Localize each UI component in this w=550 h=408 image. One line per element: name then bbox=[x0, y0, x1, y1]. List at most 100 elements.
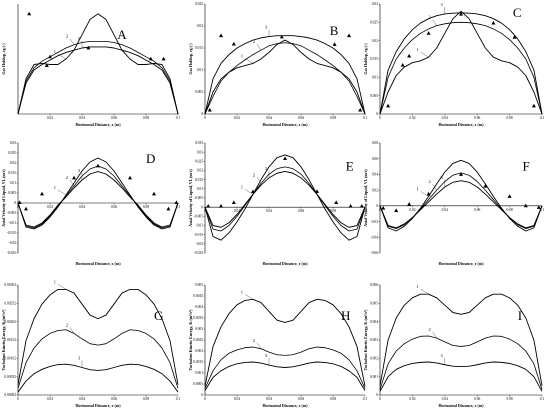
x-tick-label: 0.08 bbox=[506, 397, 512, 401]
y-tick-label: 0.015 bbox=[8, 171, 16, 175]
x-tick-label: 0.02 bbox=[47, 116, 53, 120]
curve-leader bbox=[69, 38, 75, 45]
x-tick-label: 0.02 bbox=[409, 397, 415, 401]
panel-label: E bbox=[346, 159, 354, 174]
data-point bbox=[381, 206, 386, 210]
curve-leader bbox=[420, 52, 429, 58]
data-point bbox=[96, 163, 100, 168]
series-line-2 bbox=[17, 165, 179, 229]
x-tick-label: 0.06 bbox=[298, 209, 304, 213]
curve-label-1: 1 bbox=[416, 47, 418, 52]
x-tick-label: 0 bbox=[204, 397, 206, 401]
y-tick-label: 0.005 bbox=[8, 191, 16, 195]
series-line-1 bbox=[17, 157, 179, 230]
x-tick-label: 0.06 bbox=[111, 205, 117, 209]
panel-b: 0 0.005 0.01 0.015 0.02 0.025 0 0.02 0.04 0.06 0.0… bbox=[188, 2, 367, 127]
x-tick-label: 0.1 bbox=[176, 397, 181, 401]
y-tick-label: 0.0015 bbox=[193, 360, 203, 364]
data-point bbox=[231, 200, 236, 204]
x-tick-label: 0.02 bbox=[234, 116, 240, 120]
y-tick-label: -0.025 bbox=[7, 251, 16, 255]
y-tick-label: 0.01 bbox=[372, 76, 378, 80]
series-line-3 bbox=[204, 170, 366, 228]
y-tick-label: 0.001 bbox=[195, 371, 203, 375]
y-tick-label: 0.00252 bbox=[4, 302, 16, 306]
x-tick-label: 0 bbox=[17, 205, 19, 209]
x-tick-label: 0.02 bbox=[409, 116, 415, 120]
data-point bbox=[523, 203, 528, 208]
panel-g: 0.00002 0.00052 0.00102 0.00152 0.00202 0.002… bbox=[1, 279, 180, 408]
x-axis-title: Horizontal Distance, x (m) bbox=[262, 122, 308, 127]
data-point bbox=[44, 63, 49, 67]
data-point bbox=[507, 194, 512, 198]
series-line-2 bbox=[17, 329, 179, 389]
data-point bbox=[334, 200, 339, 204]
x-tick-label: 0.04 bbox=[442, 208, 448, 212]
y-axis-title: Turbulent Kinetic Energy, K (m²/s²) bbox=[363, 309, 368, 371]
data-point bbox=[512, 35, 517, 39]
x-tick-label: 0.1 bbox=[363, 209, 368, 213]
curve-label-3: 3 bbox=[78, 36, 81, 41]
curve-label-2: 2 bbox=[428, 15, 430, 20]
y-tick-label: 0.004 bbox=[195, 305, 203, 309]
y-tick-label: 0.005 bbox=[195, 283, 203, 287]
data-point bbox=[166, 206, 171, 211]
panel-h: 0 0.0005 0.001 0.0015 0.002 0.0025 0.003 0.0035… bbox=[188, 283, 367, 408]
series-line-1 bbox=[379, 10, 543, 115]
series-line-2 bbox=[204, 346, 366, 389]
x-tick-label: 0.06 bbox=[111, 397, 117, 401]
curve-label-3: 3 bbox=[441, 2, 444, 7]
y-tick-label: 0.06 bbox=[372, 157, 378, 161]
curve-label-1: 1 bbox=[416, 284, 418, 289]
x-tick-label: 0.02 bbox=[234, 209, 240, 213]
panel-label: H bbox=[341, 308, 350, 323]
x-tick-label: 0 bbox=[204, 209, 206, 213]
data-point bbox=[426, 191, 431, 196]
y-tick-label: 0.04 bbox=[372, 173, 378, 177]
curve-leader bbox=[69, 327, 75, 334]
x-tick-label: 0.02 bbox=[409, 208, 415, 212]
x-tick-label: 0.08 bbox=[143, 116, 149, 120]
y-tick-label: -0.025 bbox=[194, 251, 203, 255]
curve-leader bbox=[57, 284, 67, 290]
x-axis-title: Horizontal Distance, x (m) bbox=[438, 403, 484, 408]
curve-label-1: 1 bbox=[54, 279, 56, 284]
curve-label-3: 3 bbox=[441, 353, 444, 358]
panel-d: -0.025-0.02-0.015-0.01-0.00500.0050.010.… bbox=[1, 141, 180, 266]
y-tick-label: 0.08 bbox=[372, 141, 378, 145]
data-point bbox=[459, 12, 463, 16]
y-tick-label: -0.005 bbox=[7, 211, 16, 215]
y-tick-label: 0.003 bbox=[370, 338, 378, 342]
curve-leader bbox=[57, 189, 67, 196]
data-point bbox=[86, 45, 91, 50]
x-axis-title: Horizontal Distance, x (m) bbox=[75, 122, 121, 127]
x-tick-label: 0 bbox=[379, 208, 381, 212]
x-tick-label: 0.06 bbox=[298, 397, 304, 401]
y-tick-label: 0.015 bbox=[195, 46, 203, 50]
x-tick-label: 0 bbox=[17, 397, 19, 401]
data-point bbox=[459, 172, 463, 176]
y-tick-label: 0.015 bbox=[370, 57, 378, 61]
data-point bbox=[219, 33, 223, 38]
series-line-3 bbox=[204, 361, 366, 391]
x-tick-label: 0.04 bbox=[266, 397, 272, 401]
x-tick-label: 0.04 bbox=[442, 397, 448, 401]
curve-label-1: 1 bbox=[241, 53, 243, 58]
curve-label-3: 3 bbox=[441, 175, 444, 180]
data-point bbox=[48, 54, 52, 59]
y-tick-label: -0.005 bbox=[194, 215, 203, 219]
curve-label-3: 3 bbox=[265, 353, 268, 358]
x-tick-label: 0.04 bbox=[266, 209, 272, 213]
x-tick-label: 0.04 bbox=[79, 205, 85, 209]
y-axis-title: Turbulent Kinetic Energy, K (m²/s²) bbox=[1, 309, 6, 371]
y-tick-label: 0.02 bbox=[372, 188, 378, 192]
curve-label-3: 3 bbox=[265, 25, 268, 30]
y-tick-label: -0.02 bbox=[196, 242, 204, 246]
y-tick-label: 0.025 bbox=[195, 2, 203, 6]
y-axis-title: Gas Holdup, εg (-) bbox=[188, 43, 193, 75]
series-line-3 bbox=[204, 35, 366, 115]
data-point bbox=[128, 175, 132, 180]
panel-label: A bbox=[117, 27, 127, 42]
series-line-1 bbox=[204, 154, 366, 241]
y-tick-label: 0.001 bbox=[370, 375, 378, 379]
